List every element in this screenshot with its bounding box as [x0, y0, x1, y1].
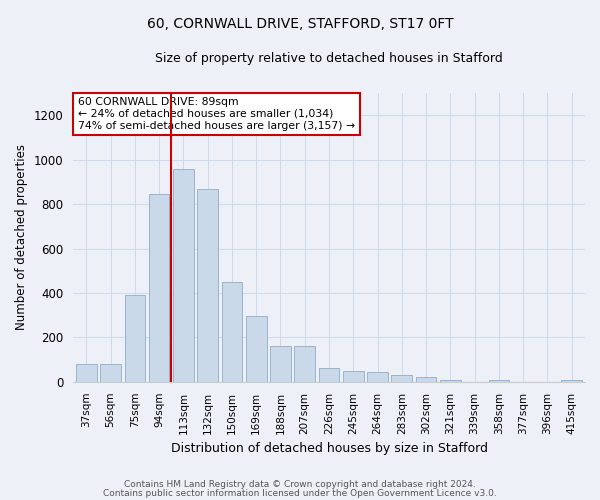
Bar: [367, 372, 388, 382]
Bar: [125, 295, 145, 382]
Bar: [343, 370, 364, 382]
Bar: [270, 346, 291, 382]
Bar: [295, 346, 315, 382]
Text: Contains HM Land Registry data © Crown copyright and database right 2024.: Contains HM Land Registry data © Crown c…: [124, 480, 476, 489]
Y-axis label: Number of detached properties: Number of detached properties: [15, 144, 28, 330]
Bar: [319, 368, 340, 382]
Title: Size of property relative to detached houses in Stafford: Size of property relative to detached ho…: [155, 52, 503, 66]
Text: Contains public sector information licensed under the Open Government Licence v3: Contains public sector information licen…: [103, 490, 497, 498]
Text: 60, CORNWALL DRIVE, STAFFORD, ST17 0FT: 60, CORNWALL DRIVE, STAFFORD, ST17 0FT: [146, 18, 454, 32]
X-axis label: Distribution of detached houses by size in Stafford: Distribution of detached houses by size …: [170, 442, 488, 455]
Text: 60 CORNWALL DRIVE: 89sqm
← 24% of detached houses are smaller (1,034)
74% of sem: 60 CORNWALL DRIVE: 89sqm ← 24% of detach…: [78, 98, 355, 130]
Bar: [221, 282, 242, 382]
Bar: [197, 188, 218, 382]
Bar: [100, 364, 121, 382]
Bar: [76, 364, 97, 382]
Bar: [149, 194, 169, 382]
Bar: [173, 168, 194, 382]
Bar: [246, 316, 266, 382]
Bar: [391, 375, 412, 382]
Bar: [416, 378, 436, 382]
Bar: [440, 380, 461, 382]
Bar: [562, 380, 582, 382]
Bar: [488, 380, 509, 382]
